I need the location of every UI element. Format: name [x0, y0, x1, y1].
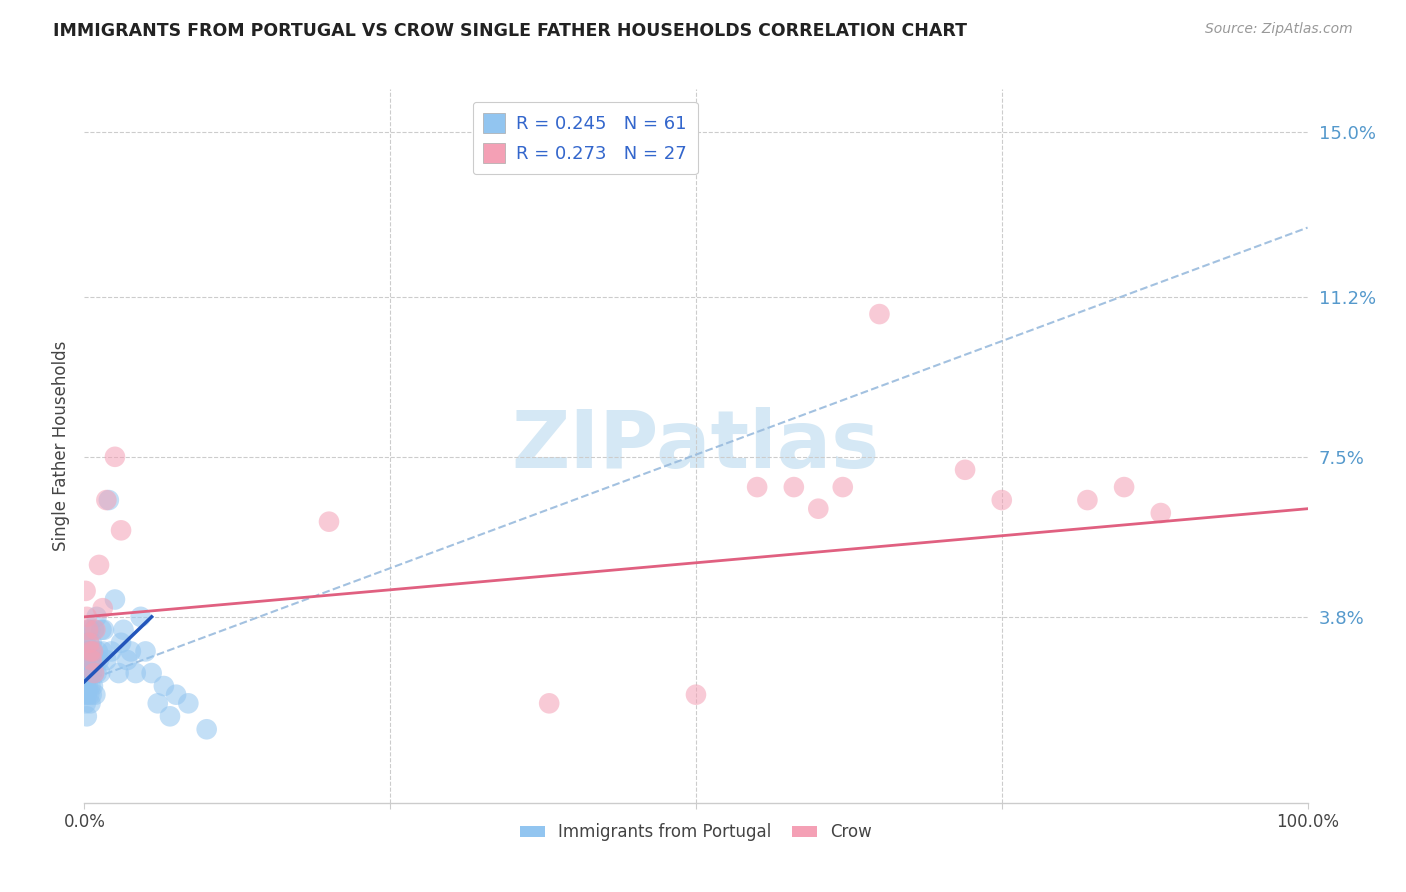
Point [318, 515, 340, 529]
Point [75, 679, 97, 693]
Point [82, 644, 104, 658]
Point [79, 623, 101, 637]
Point [90, 623, 112, 637]
Point [86, 666, 108, 681]
Point [75, 666, 97, 681]
Point [77, 679, 100, 693]
Point [75, 653, 97, 667]
Point [685, 688, 707, 702]
Point [135, 644, 157, 658]
Point [120, 644, 142, 658]
Point [79, 653, 101, 667]
Point [76, 644, 98, 658]
Point [75, 666, 97, 681]
Point [110, 636, 132, 650]
Point [141, 666, 163, 681]
Legend: Immigrants from Portugal, Crow: Immigrants from Portugal, Crow [513, 817, 879, 848]
Point [84, 653, 107, 667]
Point [1150, 506, 1173, 520]
Point [77, 636, 100, 650]
Point [153, 679, 176, 693]
Point [104, 592, 127, 607]
Point [77, 636, 100, 650]
Point [783, 480, 806, 494]
Point [97, 493, 120, 508]
Point [77, 666, 100, 681]
Point [107, 666, 129, 681]
Point [80, 688, 103, 702]
Point [83, 623, 105, 637]
Point [1114, 480, 1136, 494]
Point [80, 666, 103, 681]
Point [953, 463, 976, 477]
Point [100, 644, 122, 658]
Point [77, 688, 100, 702]
Point [89, 666, 111, 681]
Point [991, 493, 1014, 508]
Point [75, 653, 97, 667]
Point [110, 524, 132, 538]
Point [807, 501, 830, 516]
Point [104, 450, 127, 464]
Point [84, 623, 107, 637]
Point [165, 688, 187, 702]
Point [76, 666, 98, 681]
Point [112, 623, 135, 637]
Point [77, 623, 100, 637]
Point [79, 644, 101, 658]
Point [177, 696, 200, 710]
Point [747, 480, 769, 494]
Point [79, 696, 101, 710]
Point [83, 666, 105, 681]
Point [125, 666, 148, 681]
Text: Source: ZipAtlas.com: Source: ZipAtlas.com [1205, 22, 1353, 37]
Y-axis label: Single Father Households: Single Father Households [52, 341, 70, 551]
Point [75, 696, 97, 710]
Point [75, 679, 97, 693]
Point [159, 709, 181, 723]
Point [87, 558, 110, 572]
Point [869, 307, 891, 321]
Point [82, 644, 104, 658]
Point [96, 493, 118, 508]
Point [96, 653, 118, 667]
Point [146, 696, 169, 710]
Point [84, 688, 107, 702]
Point [77, 644, 100, 658]
Text: IMMIGRANTS FROM PORTUGAL VS CROW SINGLE FATHER HOUSEHOLDS CORRELATION CHART: IMMIGRANTS FROM PORTUGAL VS CROW SINGLE … [53, 22, 967, 40]
Point [129, 610, 152, 624]
Point [91, 644, 114, 658]
Point [77, 623, 100, 637]
Point [79, 679, 101, 693]
Point [87, 653, 110, 667]
Point [87, 644, 110, 658]
Point [93, 623, 115, 637]
Point [80, 653, 103, 667]
Point [75, 644, 97, 658]
Point [83, 666, 105, 681]
Point [76, 610, 98, 624]
Text: ZIPatlas: ZIPatlas [512, 407, 880, 485]
Point [1076, 493, 1098, 508]
Point [77, 662, 100, 676]
Point [76, 709, 98, 723]
Point [91, 601, 114, 615]
Point [115, 653, 138, 667]
Point [73, 688, 96, 702]
Point [538, 696, 561, 710]
Point [82, 679, 104, 693]
Point [86, 610, 108, 624]
Point [75, 636, 97, 650]
Point [195, 723, 218, 737]
Point [831, 480, 853, 494]
Point [75, 583, 97, 598]
Point [80, 636, 103, 650]
Point [76, 688, 98, 702]
